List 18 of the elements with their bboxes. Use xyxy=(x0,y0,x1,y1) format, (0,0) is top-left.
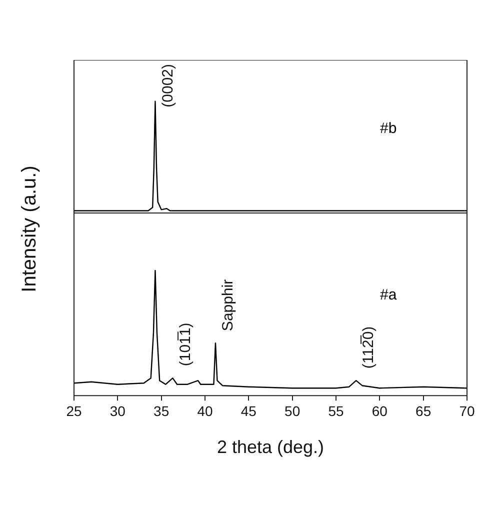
x-tick-label: 45 xyxy=(240,402,257,419)
x-tick-label: 40 xyxy=(197,402,213,419)
text: #a xyxy=(380,286,398,304)
x-tick-label: 25 xyxy=(66,402,82,419)
x-tick-label: 70 xyxy=(459,402,475,419)
text: #b xyxy=(380,120,397,137)
x-tick-label: 30 xyxy=(110,402,126,419)
annotation: (101̅1) xyxy=(176,322,194,366)
x-tick-label: 65 xyxy=(416,402,432,419)
x-tick-label: 50 xyxy=(284,402,300,419)
y-axis-title: Intensity (a.u.) xyxy=(18,166,42,292)
annotation: Sapphir xyxy=(220,279,237,332)
annotation: (0002) xyxy=(159,64,176,108)
x-tick-label: 55 xyxy=(328,402,344,419)
x-tick-label: 60 xyxy=(372,402,388,419)
x-tick-label: 35 xyxy=(154,402,170,419)
x-axis-title: 2 theta (deg.) xyxy=(216,437,324,458)
annotation: (112̅0) xyxy=(360,326,378,369)
